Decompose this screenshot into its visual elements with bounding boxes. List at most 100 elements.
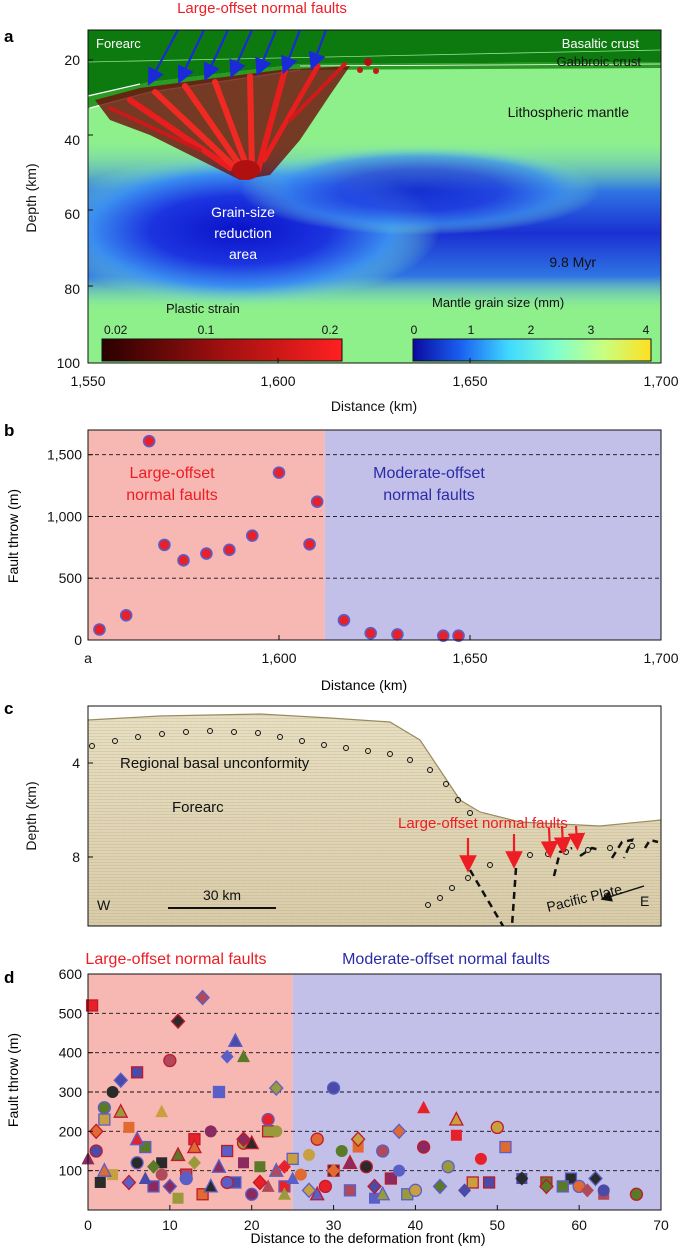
data-point-diamond <box>350 1131 366 1148</box>
label-unconformity: Regional basal unconformity <box>120 755 310 772</box>
data-point-diamond <box>580 1183 594 1198</box>
data-point-diamond <box>121 1174 137 1191</box>
panel-c-ylabel: Depth (km) <box>23 781 39 850</box>
panel-a-frame <box>87 29 662 364</box>
data-point-triangle <box>186 1138 202 1154</box>
panel-c-letter: c <box>4 699 13 718</box>
panel-d-yaxis: 100 200 300 400 500 600 <box>59 966 93 1179</box>
data-point-triangle <box>129 1130 145 1146</box>
panel-d-points <box>81 989 644 1204</box>
plate-motion-arrow <box>600 885 645 902</box>
panel-d: d Large-offset normal faults Moderate-of… <box>4 951 669 1246</box>
panel-a-ytick: 40 <box>64 132 80 148</box>
data-point <box>436 629 450 642</box>
panel-a-xtick: 1,600 <box>260 373 295 389</box>
data-point-square <box>139 1140 152 1154</box>
panel-a-xtick: 1,550 <box>70 373 105 389</box>
panel-b-yaxis: 0 500 1,000 1,500 <box>47 447 93 648</box>
y-tick-label: 100 <box>59 1163 83 1179</box>
data-point <box>200 547 213 560</box>
data-point-circle <box>376 1144 390 1158</box>
data-point <box>158 538 171 552</box>
label-grain-size-2: reduction <box>214 225 272 241</box>
data-point-diamond <box>515 1171 529 1186</box>
panel-d-xaxis: 0 10 20 30 40 50 60 70 <box>84 1205 669 1233</box>
panel-b-xaxis: a 1,600 1,650 1,700 <box>84 635 679 666</box>
cb-grain-tick-2: 2 <box>528 323 535 337</box>
x-tick-label: 10 <box>162 1217 178 1233</box>
data-point-triangle <box>261 1179 275 1192</box>
y-tick-label: 1,000 <box>47 508 82 524</box>
data-point-square <box>94 1176 106 1188</box>
panel-a-xaxis: 1,550 1,600 1,650 1,700 Distance (km) <box>70 373 678 414</box>
x-tick-label: 20 <box>244 1217 260 1233</box>
label-large-offset-2: normal faults <box>126 487 218 504</box>
data-point-circle <box>106 1086 119 1098</box>
panel-c: c <box>4 699 662 927</box>
panel-c-frame <box>87 705 662 927</box>
data-point-diamond <box>252 1174 268 1191</box>
data-point-diamond <box>588 1170 603 1187</box>
x-tick-label: 0 <box>84 1217 92 1233</box>
data-point <box>310 495 324 508</box>
panel-a-xlabel: Distance (km) <box>331 398 417 414</box>
label-scale: 30 km <box>203 887 241 903</box>
label-time: 9.8 Myr <box>549 254 596 270</box>
panel-a-title: Large-offset normal faults <box>177 0 347 17</box>
data-point-circle <box>261 1112 275 1127</box>
data-point-diamond <box>367 1178 382 1195</box>
data-point-triangle <box>286 1171 300 1185</box>
data-point-square <box>156 1157 168 1169</box>
y-tick-label: 1,500 <box>47 447 82 463</box>
panel-c-ytick: 8 <box>72 849 80 865</box>
colorbar-strain-title: Plastic strain <box>166 301 240 316</box>
fault-arrows <box>147 30 328 86</box>
label-moderate-offset-1: Moderate-offset <box>373 465 485 482</box>
data-point-circle <box>441 1160 455 1174</box>
data-point-triangle <box>417 1100 431 1114</box>
data-point-square <box>556 1180 569 1193</box>
panel-d-letter: d <box>4 968 14 987</box>
label-moderate-offset-2: normal faults <box>383 487 475 504</box>
data-point-square <box>196 1188 209 1201</box>
data-point-circle <box>245 1187 259 1201</box>
panel-b-ylabel: Fault throw (m) <box>5 489 21 583</box>
data-point-square <box>147 1180 160 1193</box>
data-point-square <box>172 1192 184 1204</box>
data-point <box>337 613 351 627</box>
data-point-diamond <box>268 1080 284 1097</box>
data-point-circle <box>597 1184 610 1197</box>
y-tick-label: 200 <box>59 1123 83 1139</box>
label-basaltic-crust: Basaltic crust <box>562 36 640 51</box>
data-point-triangle <box>203 1177 219 1193</box>
label-east: E <box>640 893 649 909</box>
data-point-square <box>343 1184 357 1197</box>
data-point-diamond <box>113 1072 129 1089</box>
data-point-triangle <box>211 1158 227 1173</box>
panel-a-ytick: 60 <box>64 206 80 222</box>
x-tick-label: 30 <box>326 1217 342 1233</box>
data-point-square <box>221 1144 234 1158</box>
cb-strain-tick-2: 0.1 <box>198 323 215 337</box>
data-point-triangle <box>244 1134 260 1150</box>
data-point-square <box>286 1152 299 1166</box>
data-point-diamond <box>88 1123 104 1140</box>
data-point-diamond <box>220 1049 234 1064</box>
data-point-square <box>564 1172 578 1185</box>
panel-a: a Large-offset normal faults <box>4 0 679 414</box>
label-grain-size-3: area <box>229 246 257 262</box>
data-point <box>142 434 156 448</box>
data-point-triangle <box>237 1049 251 1063</box>
data-point-circle <box>326 1081 341 1095</box>
panel-b-frame <box>87 429 662 641</box>
panel-d-gridlines <box>88 1012 661 1172</box>
panel-d-title-large: Large-offset normal faults <box>85 951 266 968</box>
data-point-circle <box>163 1053 177 1068</box>
panel-a-ylabel: Depth (km) <box>23 163 39 232</box>
data-point <box>364 626 377 640</box>
data-point-circle <box>408 1183 423 1197</box>
x-tick-label: 1,650 <box>452 650 487 666</box>
cb-grain-tick-4: 4 <box>643 323 650 337</box>
y-tick-label: 300 <box>59 1084 83 1100</box>
